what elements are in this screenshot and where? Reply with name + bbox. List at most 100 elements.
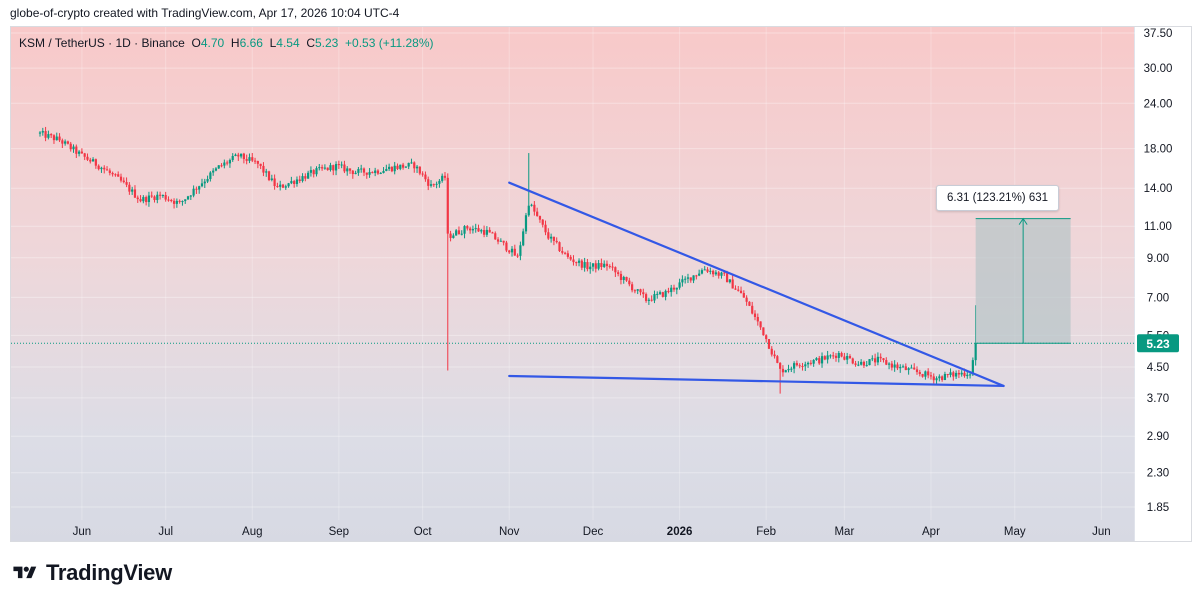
candle-body — [706, 269, 709, 272]
candle-body — [332, 165, 335, 171]
candle-body — [779, 362, 782, 369]
candle-body — [569, 256, 572, 260]
measure-arrow-head — [1018, 217, 1028, 225]
candle-body — [840, 353, 843, 357]
candle-body — [298, 179, 301, 182]
candle-body — [421, 173, 424, 175]
candle-body — [968, 374, 972, 376]
trendline-lower[interactable] — [508, 374, 1005, 388]
candle-body — [290, 181, 293, 184]
candle-body — [594, 263, 597, 269]
candle-body — [918, 372, 921, 375]
candle-body — [69, 143, 72, 150]
candle-body — [605, 263, 609, 267]
price-range-measure — [975, 217, 1071, 344]
candle-body — [259, 163, 262, 166]
open-value: 4.70 — [200, 36, 225, 50]
candle-body — [200, 183, 204, 187]
candle-body — [301, 176, 304, 182]
candle-body — [538, 216, 542, 220]
measure-label: 6.31 (123.21%) 631 — [936, 185, 1060, 211]
candle-body — [452, 235, 455, 238]
candle-body — [58, 136, 61, 141]
candle-body — [714, 272, 718, 275]
candle-body — [410, 162, 413, 164]
low-label: L — [269, 36, 277, 50]
candle-body — [603, 263, 606, 267]
price-tick-label: 4.50 — [1147, 362, 1169, 374]
candle-body — [938, 376, 941, 379]
candle-body — [558, 242, 561, 252]
price-tick-label: 14.00 — [1144, 183, 1173, 195]
candle-body — [203, 181, 206, 184]
chart-background — [11, 27, 1135, 541]
candle-body — [248, 157, 251, 161]
chart-frame[interactable]: 37.50 30.00 24.00 18.00 14.00 11.00 9.00 7.00 5.… — [10, 26, 1192, 542]
candle-body — [189, 195, 192, 197]
candle-body — [745, 297, 748, 302]
candle-body — [617, 272, 620, 274]
candle-body — [499, 240, 502, 242]
candle-body — [404, 166, 407, 168]
price-axis[interactable] — [1134, 27, 1191, 541]
candle-body — [220, 165, 223, 167]
candle-body — [904, 366, 907, 371]
candle-body — [874, 358, 877, 363]
candle-body — [242, 153, 245, 160]
candle-body — [611, 266, 614, 268]
last-price-badge-group: 5.23 — [11, 334, 1179, 353]
time-tick-label: Jun — [73, 526, 92, 538]
candle-body — [672, 287, 676, 290]
candle-body — [522, 231, 525, 246]
candle-body — [435, 183, 438, 185]
candle-body — [443, 175, 447, 178]
candle-body — [804, 364, 807, 367]
candle-body — [527, 205, 530, 216]
candle-body — [946, 373, 949, 375]
candle-body — [871, 358, 874, 360]
candle-body — [279, 184, 282, 187]
chart-canvas[interactable]: 37.50 30.00 24.00 18.00 14.00 11.00 9.00 7.00 5.… — [11, 27, 1192, 542]
candle-body — [862, 361, 866, 366]
price-tick-label: 3.70 — [1147, 393, 1169, 405]
trendlines — [508, 181, 1005, 388]
candle-body — [50, 134, 53, 136]
candle-body — [765, 335, 768, 340]
candle-body — [253, 160, 257, 162]
candle-body — [491, 232, 494, 234]
time-axis-labels: Jun Jul Aug Sep Oct Nov Dec 2026 Feb Mar Apr May Jun — [73, 526, 1111, 538]
time-tick-label: Mar — [834, 526, 854, 538]
candle-body — [519, 245, 522, 256]
candle-body — [860, 361, 863, 365]
candle-body — [505, 242, 508, 251]
candle-body — [793, 363, 796, 369]
candles — [38, 126, 977, 394]
price-tick-label: 2.90 — [1147, 431, 1169, 443]
candle-body — [178, 200, 181, 202]
candle-body — [650, 299, 653, 301]
candle-body — [334, 164, 338, 171]
candle-body — [717, 272, 720, 276]
candle-body — [762, 327, 765, 336]
candle-body — [100, 167, 103, 170]
candle-body — [318, 167, 321, 169]
price-tick-label: 7.00 — [1147, 292, 1169, 304]
candle-body — [114, 174, 117, 176]
candle-body — [212, 170, 215, 173]
candle-body — [407, 162, 410, 167]
footer: TradingView — [10, 558, 172, 588]
candle-body — [348, 168, 352, 171]
candle-body — [974, 343, 977, 361]
time-tick-label: Nov — [499, 526, 520, 538]
candle-body — [72, 146, 75, 150]
candle-body — [644, 294, 648, 301]
candle-body — [868, 359, 871, 366]
trendline-upper[interactable] — [508, 181, 1005, 388]
candle-body — [457, 230, 461, 235]
candle-body — [921, 374, 924, 377]
candle-body — [639, 289, 642, 293]
candle-body — [703, 269, 706, 271]
candle-body — [105, 169, 109, 171]
price-tick-label: 11.00 — [1144, 221, 1172, 233]
candle-body — [133, 189, 137, 198]
